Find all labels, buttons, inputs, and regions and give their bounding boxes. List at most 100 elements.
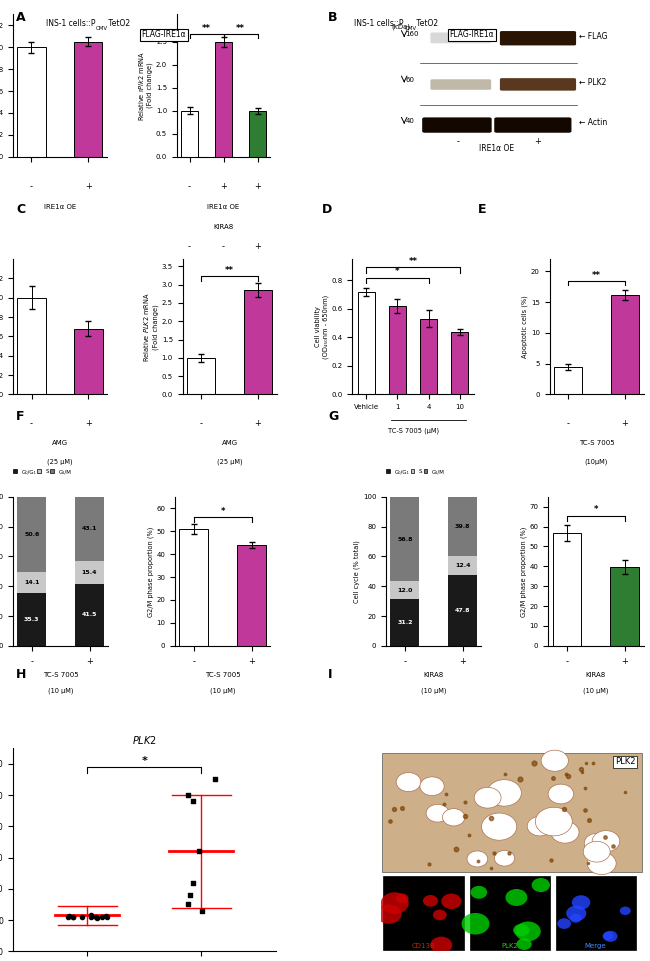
Text: **: **: [202, 24, 211, 33]
Point: [68, 909, 78, 924]
Text: ← Actin: ← Actin: [579, 118, 607, 128]
Text: INS-1 cells::P: INS-1 cells::P: [354, 19, 404, 28]
Text: CMV: CMV: [96, 26, 109, 31]
Point: [68, 910, 78, 925]
Bar: [74, 329, 103, 394]
Text: 14.1: 14.1: [24, 580, 40, 585]
Text: Merge: Merge: [585, 943, 606, 949]
Text: H: H: [16, 668, 27, 680]
Text: I: I: [328, 668, 333, 680]
Text: FLAG-IRE1α: FLAG-IRE1α: [450, 30, 494, 39]
Text: -: -: [30, 183, 33, 191]
FancyBboxPatch shape: [494, 117, 571, 133]
Text: (25 μM): (25 μM): [217, 458, 242, 465]
Text: 56.8: 56.8: [397, 536, 413, 542]
Circle shape: [462, 913, 489, 934]
Text: +: +: [254, 183, 261, 191]
Text: -: -: [188, 242, 191, 251]
Circle shape: [517, 938, 532, 950]
FancyBboxPatch shape: [382, 753, 642, 873]
Circle shape: [433, 909, 447, 921]
Bar: [358, 292, 375, 394]
Circle shape: [551, 822, 579, 843]
Point: [101, 909, 112, 924]
Bar: [18, 572, 46, 593]
Bar: [391, 497, 419, 581]
Bar: [448, 575, 477, 646]
Circle shape: [443, 808, 465, 825]
FancyBboxPatch shape: [422, 117, 491, 133]
Circle shape: [423, 895, 438, 906]
Bar: [554, 367, 582, 394]
Bar: [181, 111, 198, 157]
Bar: [249, 111, 266, 157]
Text: PLK2: PLK2: [501, 943, 518, 949]
Text: -: -: [31, 656, 33, 666]
Bar: [391, 581, 419, 600]
Text: CMV: CMV: [405, 26, 417, 31]
Text: (25 μM): (25 μM): [47, 458, 73, 465]
Text: IRE1α OE: IRE1α OE: [207, 205, 240, 210]
Text: (10 μM): (10 μM): [48, 687, 73, 694]
Circle shape: [603, 931, 618, 942]
Text: TC-S 7005: TC-S 7005: [43, 672, 79, 678]
Y-axis label: Apoptotic cells (%): Apoptotic cells (%): [521, 295, 528, 358]
Point: [183, 897, 194, 912]
Text: (10 μM): (10 μM): [210, 687, 235, 694]
Text: 50.6: 50.6: [24, 532, 40, 537]
Text: 47.8: 47.8: [455, 607, 471, 613]
Point: [90, 909, 101, 924]
FancyBboxPatch shape: [469, 876, 550, 950]
Text: 15.4: 15.4: [82, 570, 98, 575]
Text: TC-S 7005 (μM): TC-S 7005 (μM): [387, 428, 439, 434]
Circle shape: [420, 776, 444, 796]
Point: [62, 910, 73, 925]
Text: AMG: AMG: [222, 439, 238, 446]
Text: **: **: [409, 257, 417, 266]
Bar: [179, 529, 208, 646]
Bar: [75, 584, 104, 646]
Bar: [448, 556, 477, 575]
Text: 41.5: 41.5: [82, 612, 98, 617]
Text: IRE1α OE: IRE1α OE: [44, 205, 76, 210]
Text: (10 μM): (10 μM): [583, 687, 608, 694]
Circle shape: [570, 914, 582, 923]
Circle shape: [536, 807, 572, 836]
Bar: [451, 332, 469, 394]
Text: E: E: [478, 204, 486, 216]
Text: +: +: [621, 656, 628, 666]
Circle shape: [566, 905, 586, 922]
Point: [185, 887, 195, 902]
Circle shape: [381, 893, 409, 914]
Text: -: -: [222, 242, 225, 251]
Bar: [74, 41, 102, 157]
Circle shape: [430, 937, 452, 953]
Point: [77, 909, 87, 924]
Text: +: +: [86, 656, 93, 666]
Circle shape: [396, 894, 409, 903]
Text: ← FLAG: ← FLAG: [579, 32, 608, 40]
Text: 12.0: 12.0: [397, 588, 413, 593]
Circle shape: [471, 886, 488, 899]
Y-axis label: G2/M phase proportion (%): G2/M phase proportion (%): [520, 526, 526, 617]
Text: D: D: [322, 204, 332, 216]
Text: 39.8: 39.8: [455, 524, 471, 529]
Text: AMG: AMG: [52, 439, 68, 446]
Circle shape: [584, 833, 609, 852]
Text: **: **: [225, 266, 234, 275]
Legend: G₀/G₁, S, G₂/M: G₀/G₁, S, G₂/M: [11, 467, 74, 477]
Text: -: -: [457, 136, 460, 146]
Text: 43.1: 43.1: [82, 527, 98, 531]
Circle shape: [441, 894, 461, 909]
Text: 160: 160: [406, 32, 419, 37]
Y-axis label: Cell viability
(OD₄₅₀nm - 650nm): Cell viability (OD₄₅₀nm - 650nm): [315, 295, 328, 358]
Circle shape: [495, 850, 515, 866]
Text: KIRA8: KIRA8: [213, 224, 234, 231]
Text: -: -: [200, 419, 203, 428]
Bar: [18, 497, 46, 572]
Text: 60: 60: [406, 77, 415, 83]
Text: ← PLK2: ← PLK2: [579, 78, 606, 86]
Text: F: F: [16, 410, 25, 423]
Circle shape: [482, 813, 517, 840]
Text: +: +: [255, 419, 261, 428]
